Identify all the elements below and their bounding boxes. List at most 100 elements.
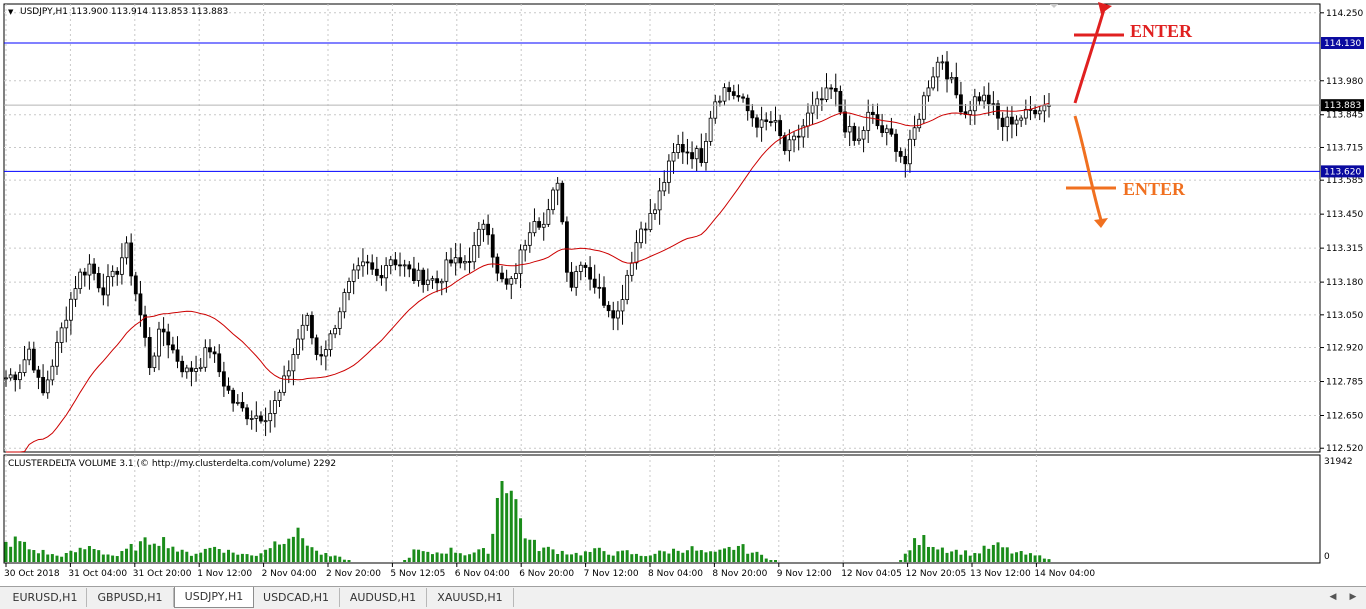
candle: [157, 321, 161, 371]
chart-tab-bar: EURUSD,H1 GBPUSD,H1 USDJPY,H1 USDCAD,H1 …: [0, 586, 1366, 609]
tab-eurusd[interactable]: EURUSD,H1: [4, 588, 87, 607]
candle: [189, 361, 194, 387]
scroll-left-icon[interactable]: ◀: [1329, 592, 1337, 602]
candle-body: [1000, 117, 1005, 128]
candle: [546, 198, 551, 227]
candle-body: [101, 287, 106, 296]
volume-bar: [579, 555, 583, 562]
candle: [657, 177, 662, 225]
tab-audusd[interactable]: AUDUSD,H1: [340, 588, 427, 607]
candle: [634, 230, 639, 270]
candle: [708, 110, 713, 146]
candle-body: [388, 259, 393, 266]
candle: [713, 94, 718, 124]
candle-body: [1005, 116, 1010, 128]
candle-body: [620, 299, 625, 312]
volume-bar: [472, 552, 476, 562]
candle: [240, 392, 245, 412]
candle-body: [764, 119, 769, 122]
candle: [365, 254, 370, 275]
candle: [41, 364, 45, 396]
candle-body: [847, 126, 852, 133]
candle: [453, 242, 458, 276]
candle-body: [824, 87, 829, 100]
tab-xauusd[interactable]: XAUUSD,H1: [427, 588, 514, 607]
candle: [439, 278, 444, 296]
candle: [384, 257, 389, 292]
candle-body: [731, 91, 736, 96]
candle-body: [235, 401, 240, 404]
volume-bar: [268, 548, 272, 562]
candle: [1023, 99, 1028, 125]
candle: [319, 345, 324, 366]
chart-area[interactable]: 114.250 113.980 113.845 113.715 113.585 113.4…: [0, 0, 1366, 586]
volume-bar: [1024, 554, 1028, 562]
candle-body: [588, 267, 592, 280]
volume-bar: [667, 553, 671, 562]
y-tick-label: 114.250: [1326, 9, 1363, 19]
candle-body: [759, 119, 764, 128]
candle-body: [78, 271, 83, 290]
volume-bar: [69, 550, 73, 562]
candle: [87, 254, 92, 290]
price-pane-frame: [3, 3, 1321, 453]
candle-body: [954, 77, 959, 96]
volume-bar: [426, 551, 430, 562]
volume-bar: [185, 551, 189, 562]
candle: [495, 253, 500, 282]
candle-body: [861, 129, 866, 140]
candle: [4, 370, 8, 387]
candle: [435, 270, 440, 293]
candle: [425, 268, 430, 292]
volume-bar: [519, 518, 523, 562]
x-tick-label: 9 Nov 12:00: [777, 569, 832, 579]
volume-bar: [495, 497, 499, 562]
candle: [945, 51, 949, 93]
candle: [73, 276, 78, 307]
volume-bar: [662, 551, 666, 562]
volume-bar: [486, 553, 490, 562]
volume-bar: [213, 546, 217, 562]
scroll-right-icon[interactable]: ▶: [1349, 592, 1357, 602]
x-tick-label: 8 Nov 20:00: [712, 569, 767, 579]
candle: [78, 268, 83, 294]
candle: [22, 345, 27, 377]
candle: [653, 203, 657, 220]
candle: [898, 147, 903, 163]
candle-body: [634, 242, 639, 264]
candle-body: [903, 156, 908, 165]
volume-bars: [4, 481, 1051, 562]
candle: [694, 145, 699, 172]
tab-gbpusd[interactable]: GBPUSD,H1: [87, 588, 174, 607]
candle: [45, 370, 50, 399]
candle-body: [347, 280, 351, 293]
candle: [1033, 104, 1037, 119]
candle-body: [296, 338, 300, 355]
volume-bar: [291, 536, 295, 562]
candle: [880, 113, 885, 138]
volume-bar: [36, 553, 40, 562]
volume-bar: [32, 550, 36, 562]
candle-body: [583, 264, 588, 268]
volume-bar: [732, 549, 736, 562]
candle: [750, 104, 755, 127]
volume-bar: [546, 546, 550, 562]
volume-bar: [1019, 551, 1023, 562]
candle: [680, 131, 685, 164]
volume-bar: [148, 544, 152, 562]
volume-bar: [50, 554, 54, 562]
tab-usdjpy[interactable]: USDJPY,H1: [174, 587, 254, 608]
candle-body: [1042, 105, 1047, 112]
candle-body: [277, 391, 282, 401]
candle: [305, 312, 310, 331]
tab-usdcad[interactable]: USDCAD,H1: [253, 588, 340, 607]
candle-body: [217, 353, 222, 373]
volume-y-max-label: 31942: [1324, 457, 1353, 467]
candle-body: [768, 121, 773, 123]
candle: [184, 364, 189, 379]
candle-body: [59, 327, 64, 343]
candle-body: [430, 278, 435, 281]
candle: [374, 256, 379, 282]
candle: [296, 329, 300, 359]
candle: [1042, 95, 1047, 123]
